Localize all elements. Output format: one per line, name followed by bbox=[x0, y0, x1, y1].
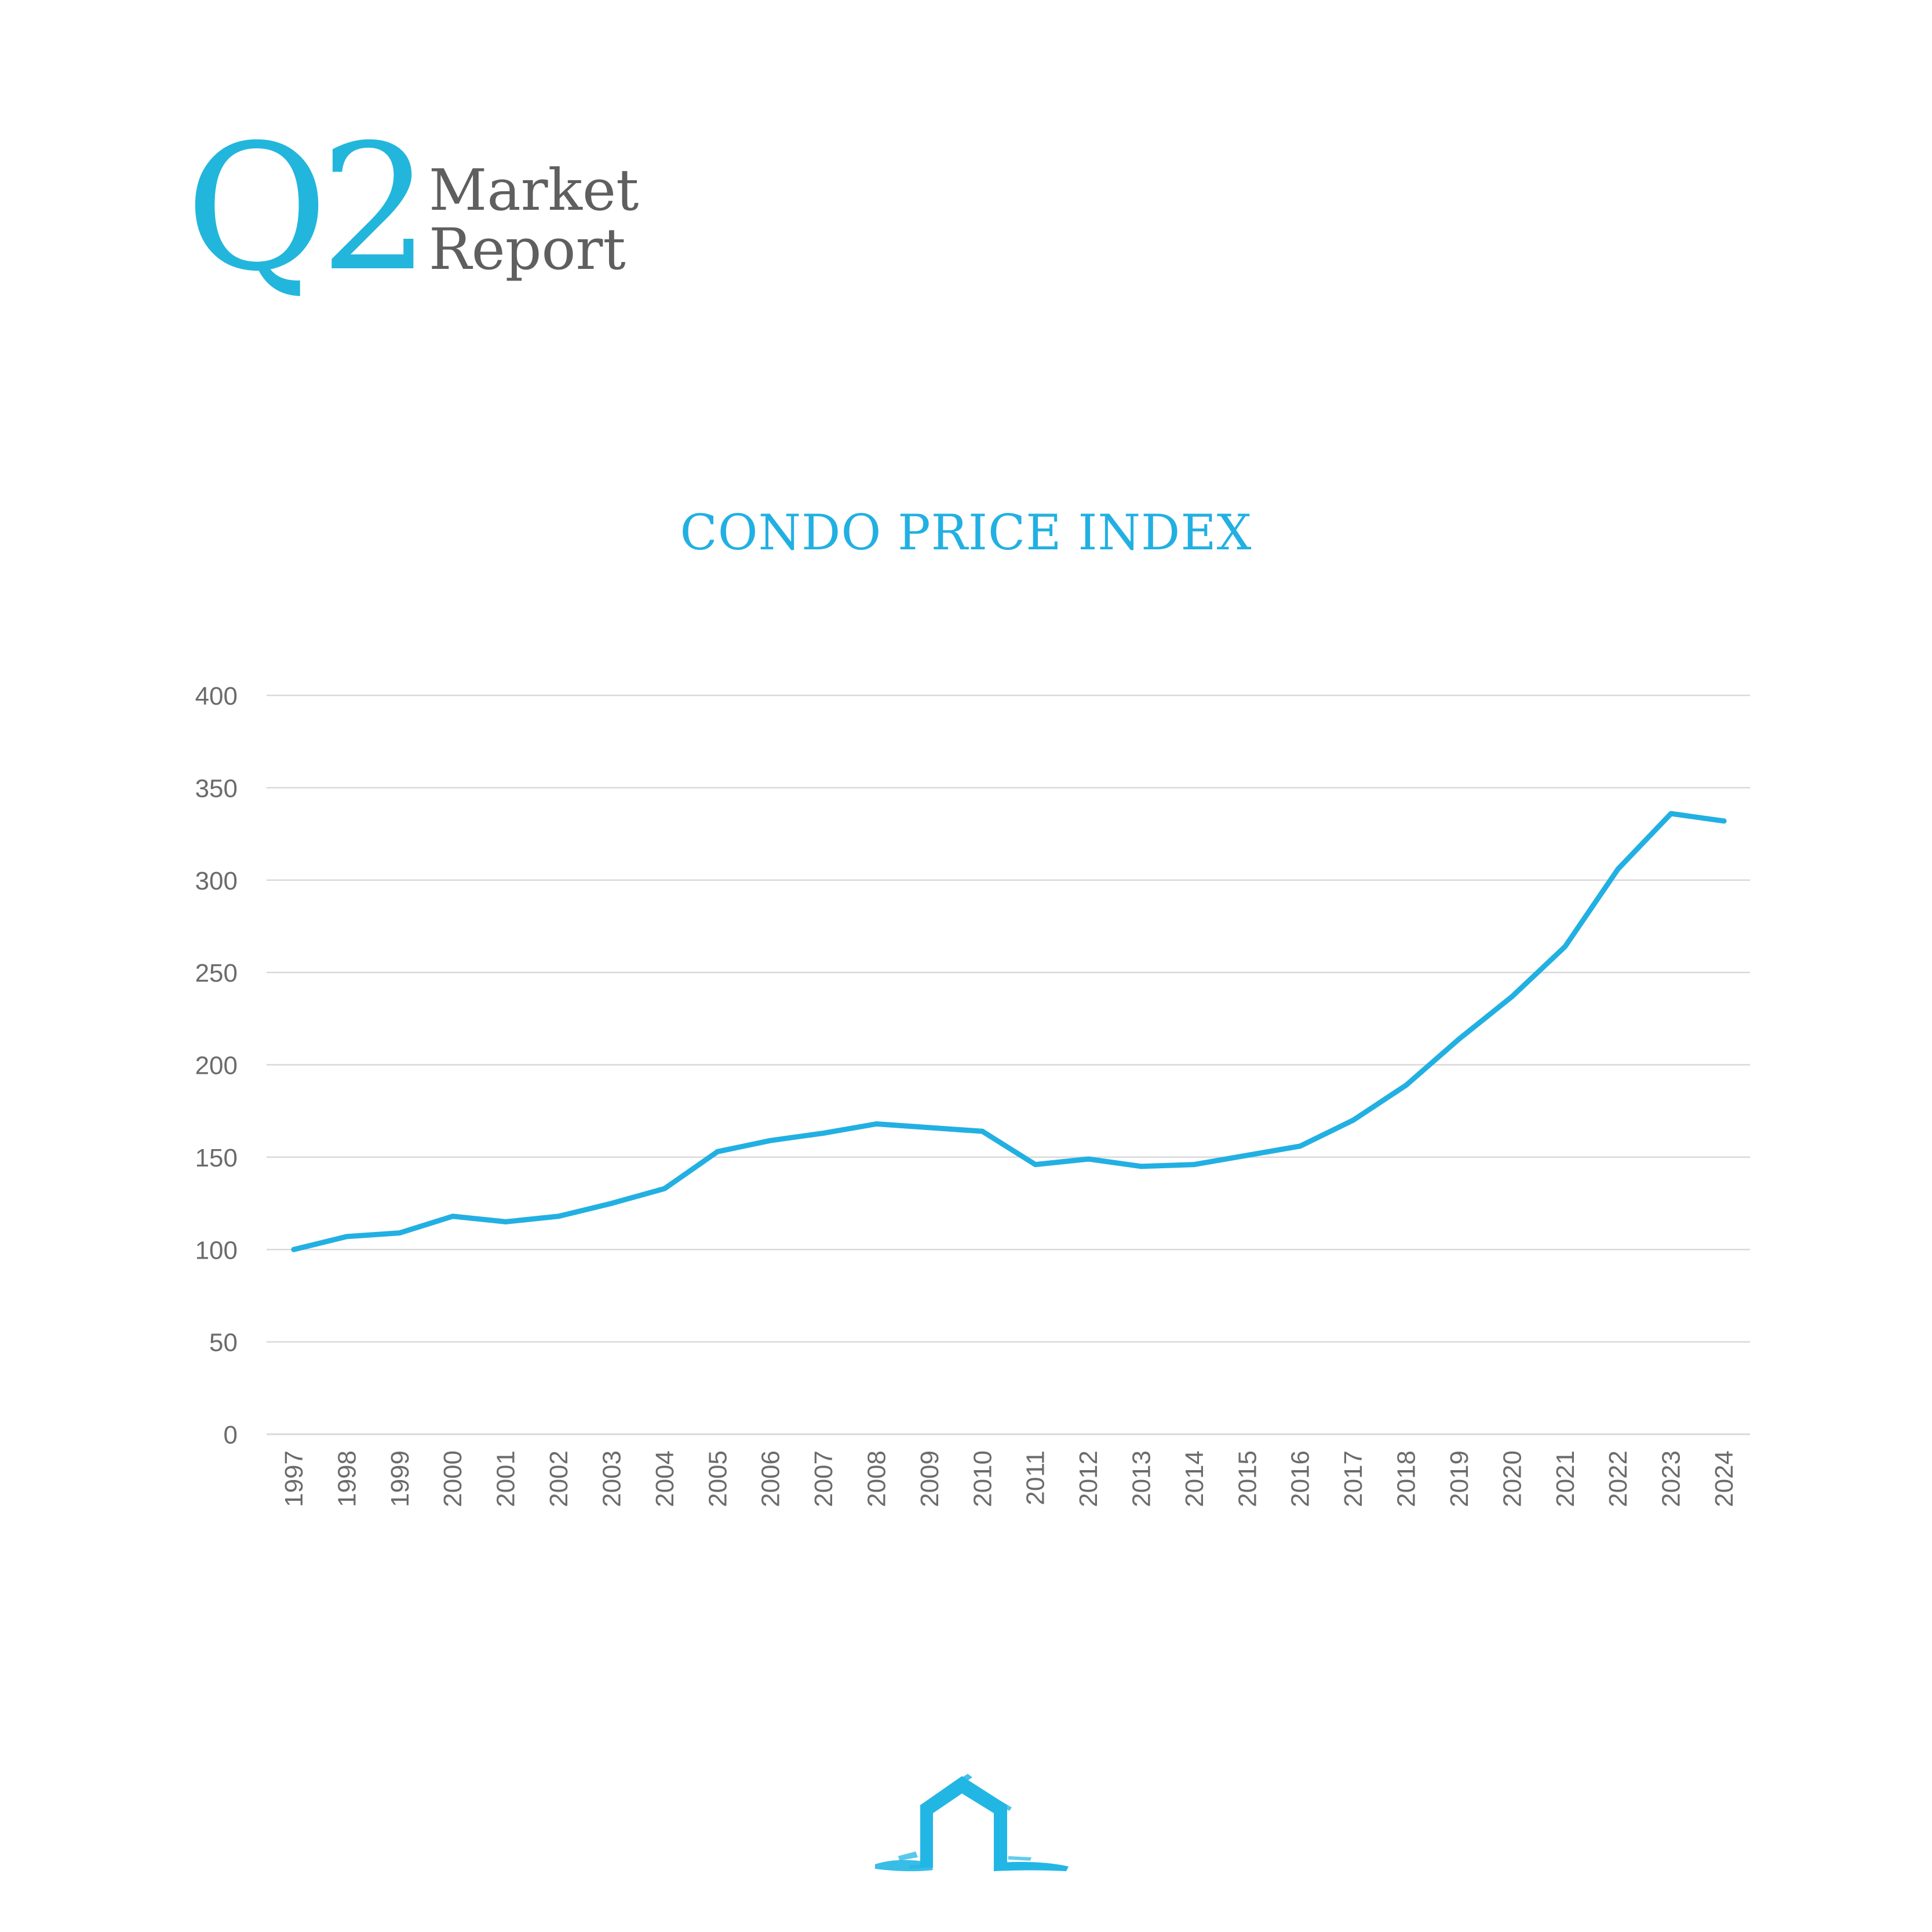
x-tick-label: 1999 bbox=[386, 1450, 414, 1507]
data-point-1999 bbox=[397, 1230, 403, 1236]
report-title-line2: Report bbox=[429, 217, 626, 283]
data-point-2007 bbox=[821, 1130, 826, 1136]
x-tick-label: 2008 bbox=[862, 1450, 891, 1507]
y-tick-label: 350 bbox=[195, 774, 238, 803]
x-tick-label: 2002 bbox=[545, 1450, 573, 1507]
quarter-label: Q2 bbox=[185, 107, 431, 309]
series-layer bbox=[291, 811, 1727, 1252]
y-tick-label: 100 bbox=[195, 1236, 238, 1264]
x-tick-label: 2018 bbox=[1393, 1450, 1421, 1507]
x-tick-label: 2016 bbox=[1286, 1450, 1315, 1507]
data-point-2021 bbox=[1562, 944, 1568, 949]
x-tick-label: 2000 bbox=[439, 1450, 467, 1507]
report-header: Q2 Market Report bbox=[185, 122, 649, 307]
data-point-1997 bbox=[291, 1246, 297, 1252]
x-tick-label: 1997 bbox=[280, 1450, 308, 1507]
data-point-2018 bbox=[1404, 1082, 1409, 1088]
data-point-2016 bbox=[1297, 1143, 1303, 1149]
data-point-2020 bbox=[1509, 994, 1515, 1000]
house-logo-icon bbox=[875, 1774, 1069, 1872]
x-axis-ticks: 1997 1998 1999 2000 2001 2002 2003 2004 2005 2006… bbox=[280, 1450, 1738, 1507]
data-point-2005 bbox=[715, 1149, 720, 1154]
y-axis-ticks: 0 50 100 150 200 250 300 350 400 bbox=[195, 682, 238, 1449]
x-tick-label: 2004 bbox=[651, 1450, 679, 1507]
x-tick-label: 2009 bbox=[916, 1450, 944, 1507]
x-tick-label: 2003 bbox=[597, 1450, 626, 1507]
data-point-2008 bbox=[873, 1121, 879, 1127]
data-point-2023 bbox=[1668, 811, 1674, 816]
data-point-2000 bbox=[450, 1213, 455, 1219]
x-tick-label: 2017 bbox=[1339, 1450, 1368, 1507]
y-tick-label: 300 bbox=[195, 867, 238, 895]
data-point-2015 bbox=[1244, 1153, 1250, 1158]
x-tick-label: 2021 bbox=[1551, 1450, 1580, 1507]
data-point-2013 bbox=[1139, 1164, 1144, 1169]
data-point-2010 bbox=[979, 1128, 985, 1134]
x-tick-label: 2013 bbox=[1128, 1450, 1156, 1507]
data-point-1998 bbox=[344, 1234, 349, 1240]
x-tick-label: 2012 bbox=[1074, 1450, 1103, 1507]
data-point-2002 bbox=[556, 1213, 562, 1219]
y-tick-label: 400 bbox=[195, 682, 238, 710]
x-tick-label: 2007 bbox=[810, 1450, 838, 1507]
x-tick-label: 2010 bbox=[968, 1450, 997, 1507]
x-tick-label: 2015 bbox=[1233, 1450, 1262, 1507]
y-tick-label: 50 bbox=[209, 1329, 238, 1357]
x-tick-label: 2019 bbox=[1445, 1450, 1474, 1507]
data-point-2001 bbox=[503, 1219, 509, 1224]
x-tick-label: 2024 bbox=[1710, 1450, 1738, 1507]
grid-lines bbox=[267, 694, 1750, 1435]
y-tick-label: 250 bbox=[195, 959, 238, 987]
x-tick-label: 2006 bbox=[757, 1450, 785, 1507]
report-title-line1: Market bbox=[429, 158, 639, 224]
x-tick-label: 2005 bbox=[703, 1450, 732, 1507]
x-tick-label: 2022 bbox=[1604, 1450, 1632, 1507]
data-point-2011 bbox=[1033, 1162, 1038, 1168]
y-tick-label: 200 bbox=[195, 1052, 238, 1080]
data-point-2024 bbox=[1721, 818, 1727, 824]
x-tick-label: 2001 bbox=[492, 1450, 520, 1507]
data-point-2019 bbox=[1456, 1036, 1462, 1042]
data-point-2017 bbox=[1350, 1117, 1356, 1123]
data-point-2004 bbox=[662, 1186, 668, 1191]
data-point-2009 bbox=[927, 1125, 932, 1131]
y-tick-label: 150 bbox=[195, 1144, 238, 1172]
x-tick-label: 2020 bbox=[1498, 1450, 1526, 1507]
data-point-2012 bbox=[1085, 1156, 1091, 1162]
series-line-0 bbox=[291, 811, 1727, 1252]
chart-title: CONDO PRICE INDEX bbox=[680, 504, 1252, 561]
data-point-2014 bbox=[1191, 1162, 1197, 1168]
y-tick-label: 0 bbox=[224, 1421, 238, 1449]
x-tick-label: 2011 bbox=[1022, 1450, 1050, 1505]
data-point-2006 bbox=[768, 1138, 774, 1143]
x-tick-label: 2014 bbox=[1180, 1450, 1209, 1507]
x-tick-label: 2023 bbox=[1657, 1450, 1686, 1507]
data-point-2003 bbox=[608, 1201, 614, 1206]
data-point-2022 bbox=[1615, 866, 1621, 872]
x-tick-label: 1998 bbox=[333, 1450, 361, 1507]
